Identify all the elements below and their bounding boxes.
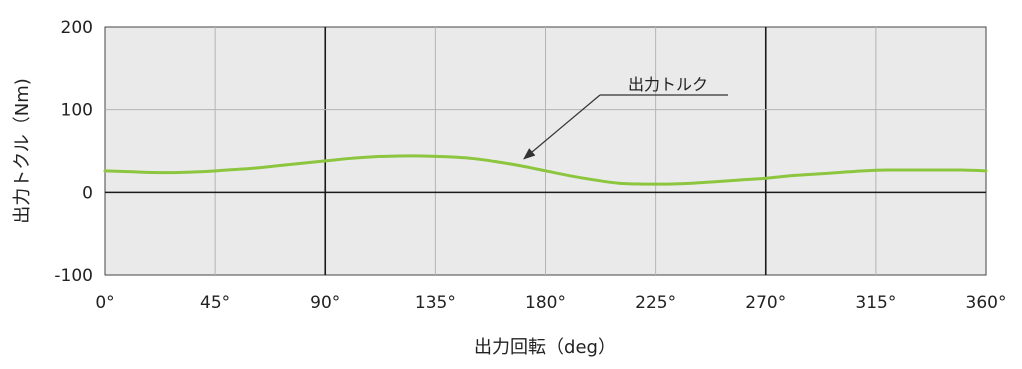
- x-tick-label: 360°: [966, 293, 1007, 313]
- grid-lines: [105, 27, 986, 275]
- x-tick-label: 0°: [95, 293, 114, 313]
- annotation-label: 出力トルク: [628, 75, 708, 94]
- series-layer: [103, 154, 988, 186]
- series-line: [103, 154, 988, 186]
- x-tick-label: 135°: [415, 293, 456, 313]
- y-tick-label: 0: [82, 183, 93, 203]
- x-axis-title: 出力回転（deg）: [474, 337, 616, 358]
- x-tick-label: 315°: [855, 293, 896, 313]
- annotation-arrow: [523, 94, 601, 160]
- tick-labels: 0° 45° 90° 135° 180° 225° 270° 315° 360° -100 0 100…: [54, 18, 1006, 313]
- x-tick-label: 90°: [310, 293, 340, 313]
- y-tick-label: 100: [61, 101, 93, 121]
- y-tick-label: 200: [61, 18, 93, 38]
- y-tick-label: -100: [54, 266, 93, 286]
- x-tick-label: 270°: [745, 293, 786, 313]
- x-tick-label: 225°: [635, 293, 676, 313]
- annotation: 出力トルク: [523, 75, 728, 160]
- y-axis-title: 出力トクル（Nm): [12, 78, 33, 223]
- x-tick-label: 180°: [525, 293, 566, 313]
- x-tick-label: 45°: [200, 293, 230, 313]
